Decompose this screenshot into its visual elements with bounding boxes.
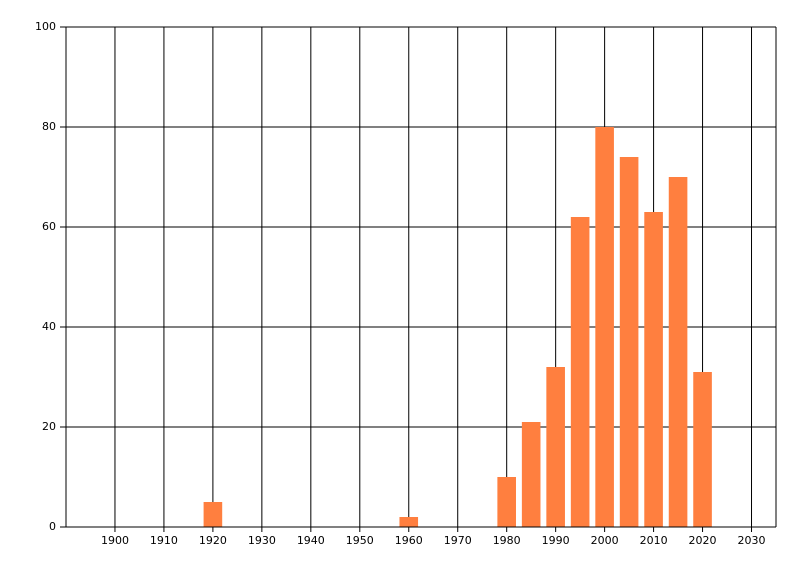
x-tick-label: 1950 bbox=[346, 534, 374, 547]
bar bbox=[497, 477, 516, 527]
bar bbox=[595, 127, 614, 527]
bar bbox=[399, 517, 419, 527]
y-tick-label: 80 bbox=[42, 120, 56, 133]
bar bbox=[546, 367, 565, 527]
x-tick-label: 1960 bbox=[395, 534, 423, 547]
x-tick-label: 1920 bbox=[199, 534, 227, 547]
y-tick-label: 20 bbox=[42, 420, 56, 433]
x-tick-label: 1980 bbox=[493, 534, 521, 547]
x-tick-label: 1970 bbox=[444, 534, 472, 547]
y-tick-label: 40 bbox=[42, 320, 56, 333]
x-tick-label: 2000 bbox=[591, 534, 619, 547]
x-tick-label: 1990 bbox=[542, 534, 570, 547]
bar bbox=[521, 422, 541, 527]
x-tick-label: 1910 bbox=[150, 534, 178, 547]
y-tick-label: 100 bbox=[35, 20, 56, 33]
x-tick-label: 2010 bbox=[640, 534, 668, 547]
bar bbox=[644, 212, 663, 527]
y-tick-label: 0 bbox=[49, 520, 56, 533]
bar bbox=[619, 157, 639, 527]
bar bbox=[693, 372, 712, 527]
bar bbox=[570, 217, 590, 527]
x-tick-label: 1900 bbox=[101, 534, 129, 547]
y-tick-label: 60 bbox=[42, 220, 56, 233]
x-tick-label: 2020 bbox=[689, 534, 717, 547]
bar bbox=[668, 177, 688, 527]
x-tick-label: 1940 bbox=[297, 534, 325, 547]
x-tick-label: 1930 bbox=[248, 534, 276, 547]
x-tick-label: 2030 bbox=[738, 534, 766, 547]
bar bbox=[203, 502, 223, 527]
